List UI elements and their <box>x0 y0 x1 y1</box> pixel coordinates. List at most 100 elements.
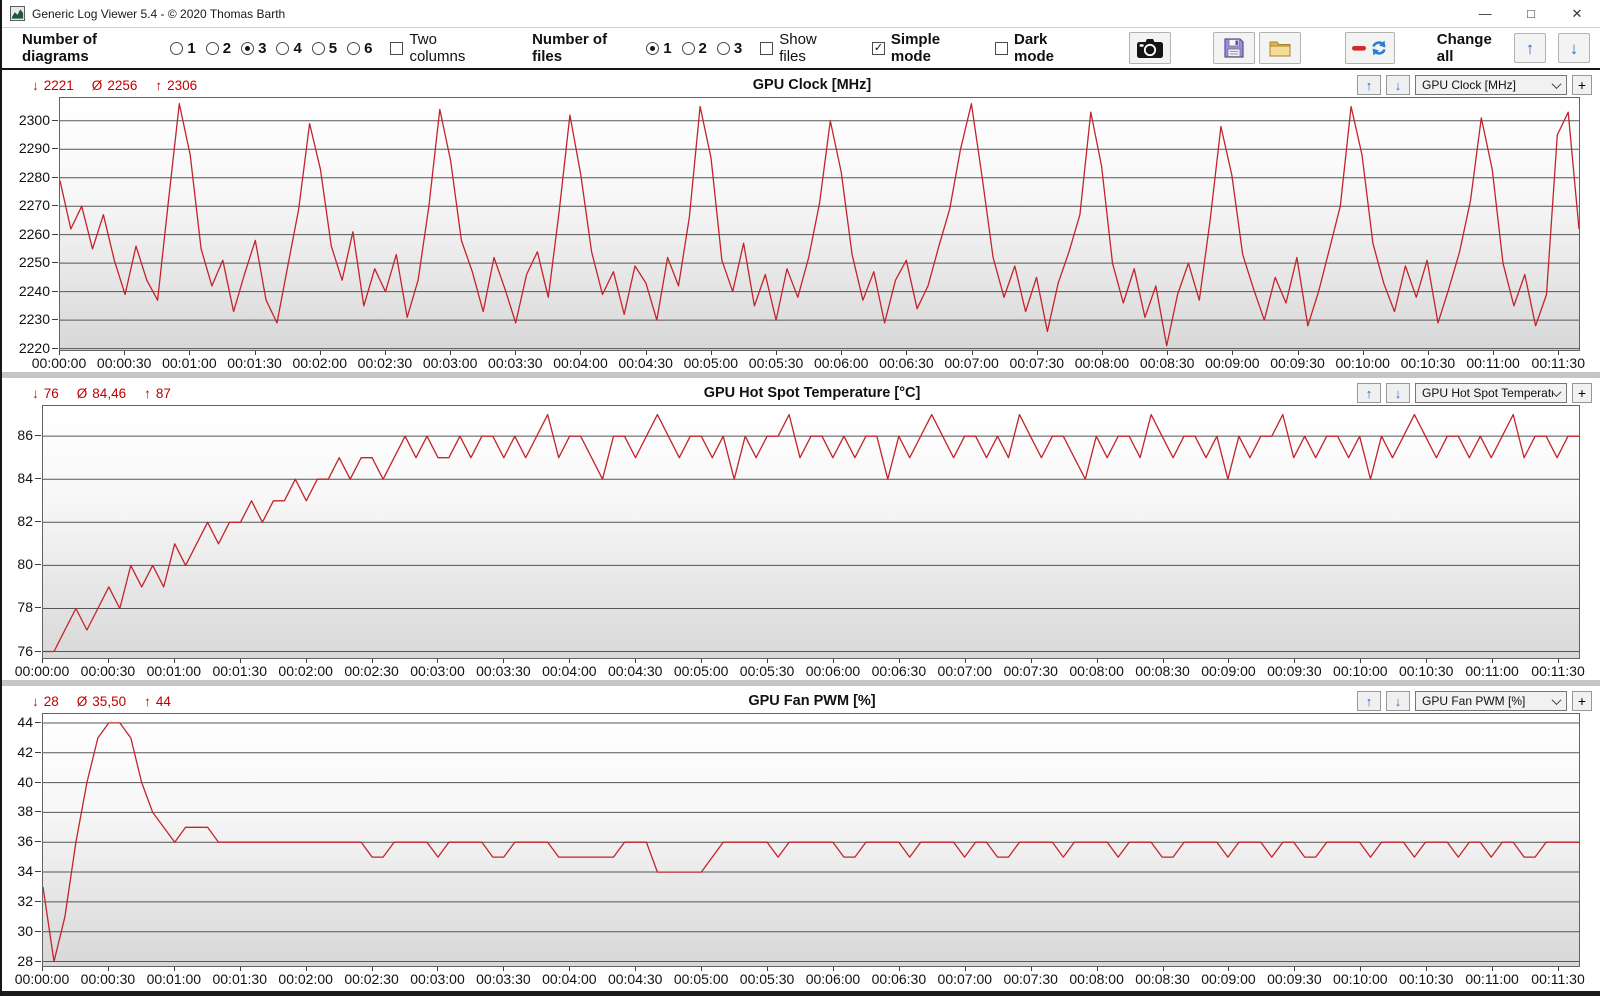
diagram-count-radio-6[interactable]: 6 <box>347 40 372 57</box>
x-tick-mark <box>42 659 43 663</box>
chart-controls: ↑ ↓ GPU Clock [MHz] + <box>871 75 1592 95</box>
plot-area[interactable] <box>59 97 1580 351</box>
move-signal-up-button[interactable]: ↑ <box>1357 383 1381 403</box>
max-arrow-icon: ↑ <box>155 78 162 93</box>
x-tick-mark <box>833 967 834 971</box>
chart-controls: ↑ ↓ GPU Hot Spot Temperature [°C] + <box>920 383 1592 403</box>
x-tick-label: 00:01:00 <box>147 663 202 679</box>
stat-avg: Ø 35,50 <box>77 694 126 709</box>
diagram-count-radio-5[interactable]: 5 <box>312 40 337 57</box>
y-tick-mark <box>52 120 58 121</box>
plot-area[interactable] <box>42 405 1580 659</box>
show-files-checkbox[interactable]: Show files <box>760 31 842 65</box>
x-tick-label: 00:02:00 <box>278 663 333 679</box>
reset-zoom-button[interactable] <box>1345 32 1395 64</box>
signal-select-value: GPU Fan PWM [%] <box>1422 694 1553 708</box>
file-count-radio-2[interactable]: 2 <box>682 40 707 57</box>
signal-select-value: GPU Clock [MHz] <box>1422 78 1553 92</box>
checkbox-icon <box>995 42 1008 55</box>
signal-select[interactable]: GPU Hot Spot Temperature [°C] <box>1415 383 1567 403</box>
y-tick-mark <box>52 234 58 235</box>
x-tick-mark <box>899 967 900 971</box>
open-folder-button[interactable] <box>1259 32 1301 64</box>
window-controls: — □ ✕ <box>1462 0 1600 27</box>
chart-header: ↓ 2221 Ø 2256 ↑ 2306 GPU Clock [MHz] ↑ <box>2 70 1600 97</box>
diagram-count-radio-4[interactable]: 4 <box>276 40 301 57</box>
plot-row: 222022302240225022602270228022902300 <box>2 97 1600 351</box>
x-tick-mark <box>965 659 966 663</box>
stat-max: ↑ 87 <box>144 386 171 401</box>
x-tick-mark <box>372 967 373 971</box>
signal-select[interactable]: GPU Fan PWM [%] <box>1415 691 1567 711</box>
diagram-count-radio-1[interactable]: 1 <box>170 40 195 57</box>
x-tick-label: 00:06:30 <box>872 971 927 987</box>
y-tick-label: 76 <box>17 643 33 659</box>
y-tick-label: 38 <box>17 803 33 819</box>
simple-mode-checkbox[interactable]: ✓ Simple mode <box>872 31 977 65</box>
save-button[interactable] <box>1213 32 1255 64</box>
dark-mode-checkbox[interactable]: Dark mode <box>995 31 1085 65</box>
add-signal-button[interactable]: + <box>1572 383 1592 403</box>
signal-select[interactable]: GPU Clock [MHz] <box>1415 75 1567 95</box>
file-count-radio-1[interactable]: 1 <box>646 40 671 57</box>
y-tick-label: 2290 <box>19 140 50 156</box>
add-signal-button[interactable]: + <box>1572 75 1592 95</box>
chart-panel-1: ↓ 2221 Ø 2256 ↑ 2306 GPU Clock [MHz] ↑ <box>2 70 1600 372</box>
x-tick-label: 00:10:00 <box>1333 663 1388 679</box>
x-tick-label: 00:09:00 <box>1201 663 1256 679</box>
close-button[interactable]: ✕ <box>1554 0 1600 27</box>
stat-min-value: 76 <box>44 386 59 401</box>
x-tick-label: 00:05:30 <box>740 971 795 987</box>
change-all-up-button[interactable]: ↑ <box>1514 33 1546 63</box>
x-tick-mark <box>240 967 241 971</box>
move-signal-down-button[interactable]: ↓ <box>1386 75 1410 95</box>
change-all-down-button[interactable]: ↓ <box>1558 33 1590 63</box>
x-tick-label: 00:06:30 <box>879 355 934 371</box>
file-count-radio-3[interactable]: 3 <box>717 40 742 57</box>
x-tick-mark <box>1426 967 1427 971</box>
down-arrow-icon: ↓ <box>1395 387 1402 400</box>
x-tick-mark <box>1492 659 1493 663</box>
stat-max-value: 2306 <box>167 78 197 93</box>
two-columns-checkbox[interactable]: Two columns <box>390 31 490 65</box>
chart-stats: ↓ 28 Ø 35,50 ↑ 44 <box>32 694 748 709</box>
x-tick-label: 00:04:30 <box>618 355 673 371</box>
x-tick-label: 00:09:00 <box>1201 971 1256 987</box>
move-signal-up-button[interactable]: ↑ <box>1357 691 1381 711</box>
x-tick-mark <box>899 659 900 663</box>
chevron-down-icon <box>1552 79 1562 89</box>
x-tick-mark <box>701 967 702 971</box>
y-tick-mark <box>35 521 41 522</box>
move-signal-down-button[interactable]: ↓ <box>1386 691 1410 711</box>
y-tick-mark <box>52 262 58 263</box>
x-tick-label: 00:07:30 <box>1003 663 1058 679</box>
down-arrow-icon: ↓ <box>1395 695 1402 708</box>
move-signal-down-button[interactable]: ↓ <box>1386 383 1410 403</box>
up-arrow-icon: ↑ <box>1366 79 1373 92</box>
plot-area[interactable] <box>42 713 1580 967</box>
up-arrow-icon: ↑ <box>1366 695 1373 708</box>
camera-icon <box>1136 37 1164 59</box>
y-tick-label: 40 <box>17 774 33 790</box>
minimize-button[interactable]: — <box>1462 0 1508 27</box>
x-tick-mark <box>124 351 125 355</box>
max-arrow-icon: ↑ <box>144 694 151 709</box>
toolbar: Number of diagrams 123456 Two columns Nu… <box>2 28 1600 70</box>
x-tick-label: 00:03:00 <box>410 971 465 987</box>
average-icon: Ø <box>77 694 88 709</box>
x-tick-label: 00:10:00 <box>1333 971 1388 987</box>
x-tick-mark <box>1031 659 1032 663</box>
stat-avg-value: 2256 <box>107 78 137 93</box>
change-all-group: Change all ↑ ↓ <box>1437 31 1590 65</box>
x-tick-label: 00:02:30 <box>358 355 413 371</box>
diagram-count-radio-2[interactable]: 2 <box>206 40 231 57</box>
y-tick-mark <box>35 651 41 652</box>
x-tick-label: 00:04:00 <box>542 971 597 987</box>
add-signal-button[interactable]: + <box>1572 691 1592 711</box>
diagram-count-radio-3[interactable]: 3 <box>241 40 266 57</box>
y-axis: 283032343638404244 <box>2 713 42 967</box>
maximize-button[interactable]: □ <box>1508 0 1554 27</box>
move-signal-up-button[interactable]: ↑ <box>1357 75 1381 95</box>
screenshot-button[interactable] <box>1129 32 1171 64</box>
y-tick-mark <box>52 291 58 292</box>
